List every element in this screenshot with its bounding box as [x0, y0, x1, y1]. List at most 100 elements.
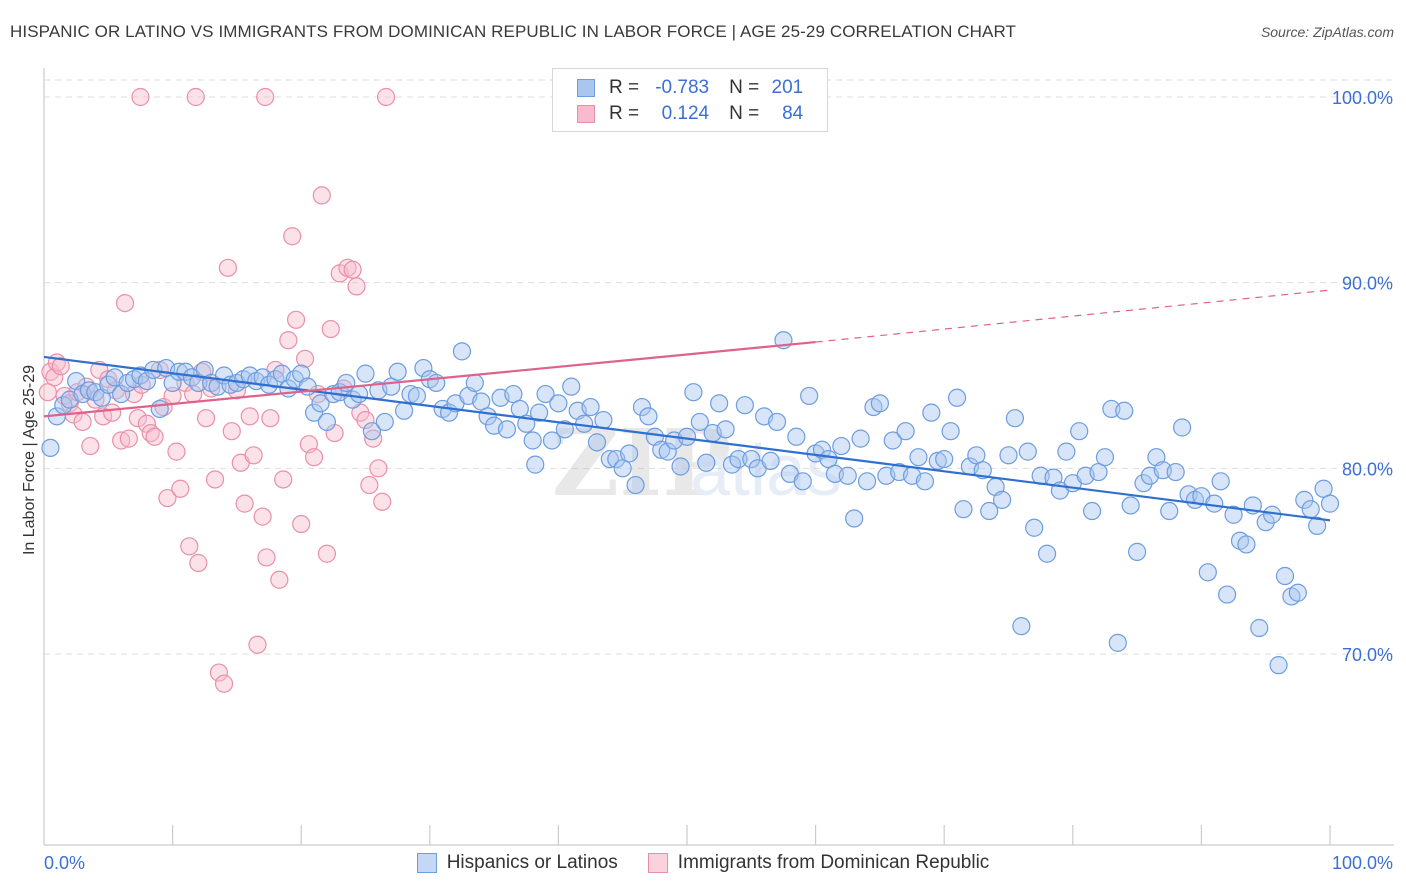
data-point — [244, 446, 263, 465]
tick-labels: 70.0% 80.0% 90.0% 100.0% 0.0% 100.0% — [44, 88, 1393, 873]
data-point — [562, 377, 581, 396]
data-point — [119, 429, 138, 448]
r-label: R = — [609, 103, 640, 124]
trend-line-dominican — [43, 340, 816, 418]
data-point — [523, 431, 542, 450]
data-point — [99, 375, 118, 394]
data-point — [256, 87, 275, 107]
data-point — [364, 429, 383, 448]
trend-lines — [43, 289, 1331, 522]
data-point — [407, 386, 427, 406]
data-point — [587, 433, 607, 452]
data-point — [253, 507, 272, 526]
data-point — [671, 457, 690, 476]
correlation-stats-box: R = -0.783 N = 201 R = 0.124 N = 84 — [552, 68, 828, 132]
data-point — [697, 453, 716, 472]
data-point — [1173, 418, 1192, 437]
data-point — [1127, 542, 1147, 561]
y-tick-label: 90.0% — [1342, 274, 1393, 294]
data-point — [632, 397, 652, 417]
legend-label-hispanics: Hispanics or Latinos — [446, 852, 618, 873]
data-point — [317, 412, 337, 432]
data-point — [1198, 563, 1217, 582]
data-point — [729, 449, 748, 469]
data-point — [218, 258, 237, 277]
data-point — [112, 384, 131, 404]
data-point — [394, 401, 414, 420]
grid-lines — [44, 79, 1394, 655]
data-point — [167, 442, 186, 461]
data-point — [349, 384, 369, 404]
data-point — [581, 397, 600, 417]
data-point — [767, 412, 787, 432]
data-point — [274, 470, 293, 489]
data-point — [158, 488, 177, 508]
stats-row-hispanics: R = -0.783 N = 201 — [577, 75, 803, 101]
data-point — [321, 319, 340, 339]
data-point — [257, 548, 276, 567]
trend-line-dominican-extension — [815, 289, 1331, 343]
r-value: 0.124 — [661, 103, 710, 124]
data-point — [286, 310, 306, 329]
x-tick-label-min: 0.0% — [44, 853, 85, 873]
legend-item-hispanics[interactable]: Hispanics or Latinos — [416, 852, 618, 874]
data-point — [270, 570, 289, 589]
data-point — [530, 403, 549, 422]
data-point — [81, 436, 100, 456]
legend-item-dominican[interactable]: Immigrants from Dominican Republic — [647, 852, 989, 874]
y-axis-label: In Labor Force | Age 25-29 — [21, 365, 38, 555]
data-point — [375, 412, 394, 432]
data-point — [343, 260, 362, 279]
data-point — [1269, 656, 1288, 675]
data-point — [620, 444, 639, 463]
data-point — [240, 407, 259, 426]
y-tick-label: 80.0% — [1342, 459, 1393, 479]
data-point — [186, 87, 205, 107]
data-point — [414, 358, 433, 378]
data-point — [735, 396, 754, 415]
data-point — [1037, 544, 1057, 563]
data-point — [1160, 501, 1179, 521]
data-point — [690, 412, 709, 432]
data-point — [1134, 474, 1153, 493]
data-point — [452, 342, 472, 361]
data-point — [1166, 462, 1185, 482]
data-point — [857, 472, 877, 491]
data-point — [347, 277, 366, 296]
data-point — [909, 448, 928, 467]
data-point — [845, 509, 864, 528]
data-point — [684, 383, 703, 402]
data-point — [1295, 490, 1314, 509]
data-point — [710, 394, 729, 413]
data-point — [941, 422, 960, 441]
data-point — [465, 373, 484, 393]
data-point — [279, 331, 298, 350]
r-value: -0.783 — [655, 77, 710, 98]
data-point — [922, 403, 941, 422]
data-point — [235, 494, 254, 513]
stats-row-dominican: R = 0.124 N = 84 — [577, 101, 803, 127]
watermark-zip: ZIP — [552, 409, 731, 517]
data-point — [1115, 401, 1134, 420]
dominican-swatch — [577, 105, 595, 123]
data-point — [209, 663, 228, 682]
data-point — [935, 449, 954, 469]
data-point — [145, 427, 164, 446]
data-point — [205, 470, 225, 489]
data-point — [954, 500, 973, 519]
axes — [43, 68, 1394, 846]
data-point — [1301, 500, 1320, 519]
data-point — [1218, 585, 1237, 604]
data-point — [304, 403, 324, 422]
data-point — [103, 403, 122, 422]
data-point — [947, 388, 967, 407]
hispanics-swatch — [577, 79, 595, 97]
y-tick-label: 70.0% — [1342, 645, 1393, 665]
data-point — [812, 440, 832, 459]
data-point — [124, 384, 144, 404]
data-point — [311, 394, 330, 413]
r-label: R = — [609, 77, 640, 98]
n-label: N = — [729, 103, 760, 124]
data-point — [373, 492, 392, 511]
